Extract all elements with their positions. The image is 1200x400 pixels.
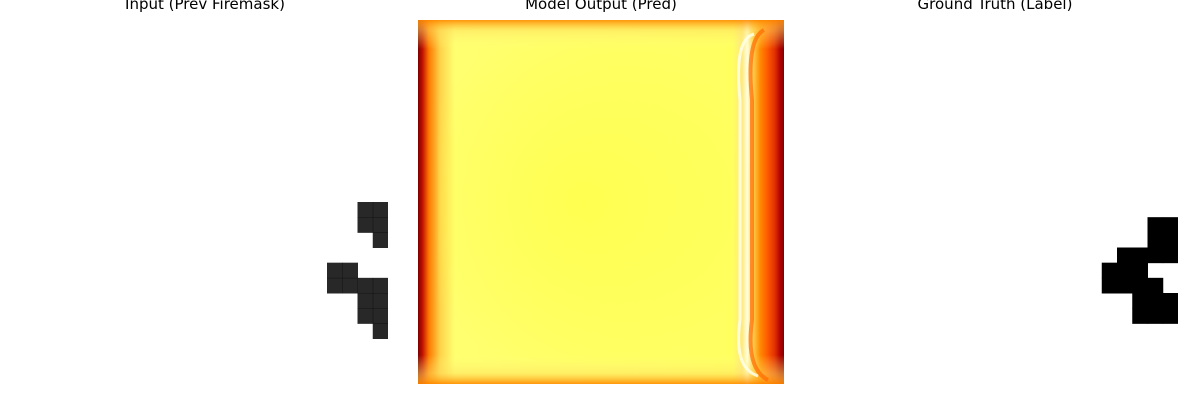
- pred-heatmap: [418, 20, 784, 384]
- input-fire-cell: [372, 217, 388, 233]
- input-fire-cell: [357, 277, 374, 294]
- pred-panel: Model Output (Pred): [418, 0, 784, 384]
- input-fire-cell: [372, 308, 388, 324]
- label-fire-cell: [1147, 293, 1164, 309]
- input-fire-cell: [372, 202, 388, 218]
- input-fire-cell: [342, 277, 358, 294]
- label-fire-cell: [1162, 308, 1178, 324]
- label-fire-cell: [1117, 277, 1133, 294]
- label-fire-cell: [1147, 308, 1164, 324]
- pred-right-ridge: [737, 32, 759, 378]
- input-fire-cell: [357, 308, 374, 324]
- label-fire-cell: [1132, 308, 1148, 324]
- input-fire-cell: [327, 262, 343, 279]
- input-fire-cell: [342, 262, 358, 279]
- input-fire-cell: [372, 277, 388, 294]
- label-fire-cell: [1132, 277, 1148, 294]
- label-fire-cell: [1117, 262, 1133, 279]
- pred-center-glow: [438, 40, 758, 364]
- label-fire-cell: [1162, 293, 1178, 309]
- label-fire-cell: [1147, 277, 1164, 294]
- input-fire-cell: [357, 293, 374, 309]
- label-fire-cell: [1147, 232, 1164, 248]
- input-panel: Input (Prev Firemask): [22, 0, 388, 380]
- input-fire-cell: [357, 202, 374, 218]
- label-fire-cell: [1101, 277, 1118, 294]
- label-panel: Ground Truth (Label): [812, 0, 1178, 380]
- input-panel-title: Input (Prev Firemask): [125, 0, 285, 13]
- label-fire-cell: [1162, 247, 1178, 264]
- label-fire-cell: [1132, 262, 1148, 279]
- input-fire-cell: [372, 293, 388, 309]
- label-heatmap: [1101, 217, 1178, 324]
- label-panel-title: Ground Truth (Label): [917, 0, 1073, 13]
- input-fire-cell: [372, 232, 388, 248]
- input-fire-cell: [327, 277, 343, 294]
- pred-panel-title: Model Output (Pred): [525, 0, 677, 13]
- input-heatmap: [327, 202, 388, 339]
- pred-right-ridge-outer: [748, 28, 770, 382]
- input-fire-cell: [357, 217, 374, 233]
- label-fire-cell: [1162, 232, 1178, 248]
- label-fire-cell: [1147, 247, 1164, 264]
- label-fire-cell: [1117, 247, 1133, 264]
- label-fire-cell: [1147, 217, 1164, 233]
- label-fire-cell: [1132, 247, 1148, 264]
- label-fire-cell: [1132, 293, 1148, 309]
- input-fire-cell: [372, 323, 388, 339]
- label-fire-cell: [1162, 217, 1178, 233]
- label-fire-cell: [1101, 262, 1118, 279]
